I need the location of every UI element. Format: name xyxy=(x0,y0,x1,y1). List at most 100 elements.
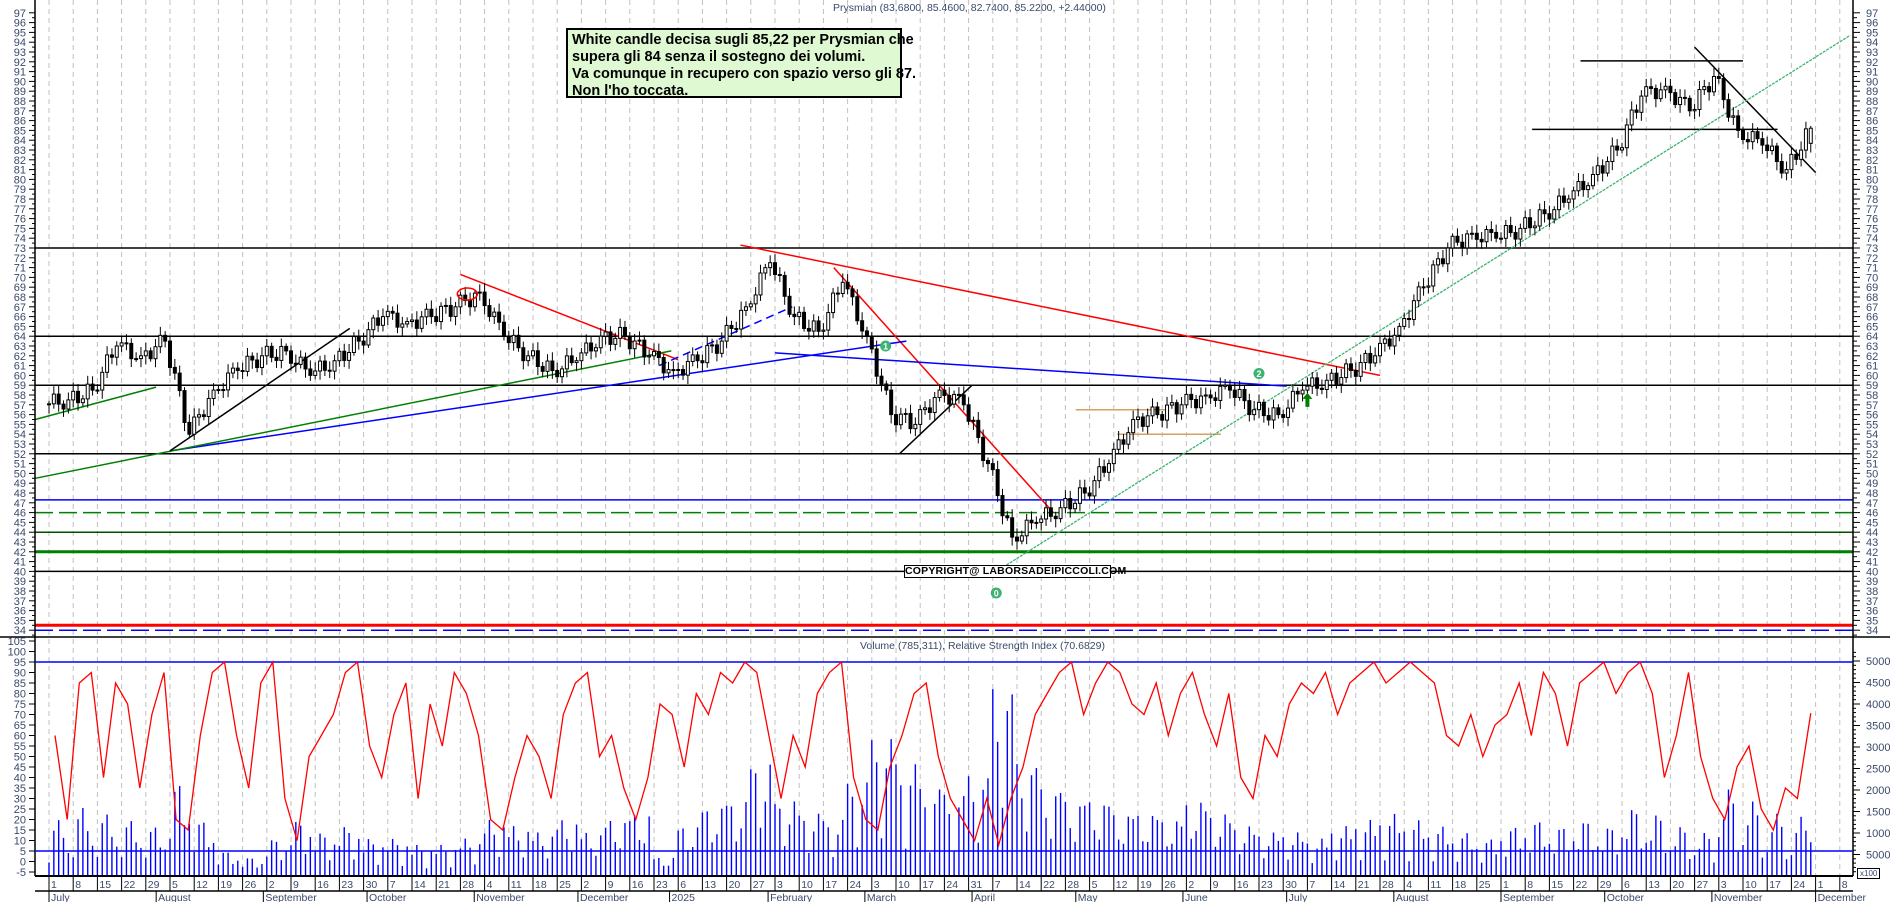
candle-body xyxy=(913,423,918,430)
price-tick-label: 54 xyxy=(1866,429,1878,441)
rsi-tick-label: 45 xyxy=(14,762,26,774)
date-tick-label: 15 xyxy=(1551,879,1563,891)
candle-body xyxy=(603,331,608,337)
candle-body xyxy=(821,329,826,332)
date-tick-label: 30 xyxy=(1285,879,1297,891)
candle-body xyxy=(1378,342,1382,357)
candle-body xyxy=(47,403,51,406)
candle-body xyxy=(380,316,385,326)
month-label: May xyxy=(1078,892,1099,902)
candle xyxy=(119,335,124,352)
candle xyxy=(676,362,681,379)
month-label: 2025 xyxy=(672,892,696,902)
candle-body xyxy=(1087,492,1092,497)
candle xyxy=(603,323,608,345)
candle xyxy=(293,354,298,373)
candle xyxy=(80,395,85,407)
candle xyxy=(1571,186,1576,208)
month-label: April xyxy=(974,892,995,902)
candle-body xyxy=(1092,480,1097,497)
volume-tick-label: 45000 xyxy=(1866,678,1890,690)
candle xyxy=(695,351,700,369)
date-tick-label: 20 xyxy=(1672,879,1684,891)
candle xyxy=(685,352,690,384)
price-tick-label: 53 xyxy=(1866,439,1878,451)
date-tick-label: 16 xyxy=(317,879,329,891)
candle xyxy=(1595,156,1600,182)
candle xyxy=(1721,73,1726,109)
candle-body xyxy=(1532,225,1537,229)
candle xyxy=(1136,408,1140,429)
candle-body xyxy=(777,273,782,276)
price-tick-label: 57 xyxy=(1866,400,1878,412)
rsi-tick-label: 80 xyxy=(14,689,26,701)
date-tick-label: 3 xyxy=(874,879,880,891)
candle xyxy=(284,343,289,356)
candle xyxy=(269,342,274,363)
price-tick-label: 45 xyxy=(1866,517,1878,529)
candle-body xyxy=(1102,466,1107,473)
rsi-tick-label: 75 xyxy=(14,699,26,711)
annotation-line: Va comunque in recupero con spazio verso… xyxy=(572,66,917,82)
candle-body xyxy=(468,300,473,308)
price-tick-label: 42 xyxy=(1866,547,1878,559)
candle-body xyxy=(1460,241,1465,249)
candle xyxy=(1789,147,1794,179)
candle-body xyxy=(1184,393,1189,406)
candle-body xyxy=(1421,286,1426,289)
candle-body xyxy=(1552,209,1557,220)
candle xyxy=(1711,67,1716,97)
price-tick-label: 55 xyxy=(1866,419,1878,431)
candle xyxy=(1102,459,1107,478)
candle xyxy=(1252,400,1257,421)
candle-body xyxy=(676,369,681,372)
candle xyxy=(114,341,119,366)
price-tick-label: 88 xyxy=(1866,96,1878,108)
candle-body xyxy=(869,335,874,350)
price-tick-label: 97 xyxy=(14,8,26,20)
candle-body xyxy=(259,355,264,369)
candle-body xyxy=(201,414,206,418)
candle xyxy=(148,347,153,362)
candle-body xyxy=(1402,318,1407,327)
candle xyxy=(1479,232,1484,249)
date-tick-label: 23 xyxy=(341,879,353,891)
candle-body xyxy=(419,316,424,329)
candle-body xyxy=(1324,379,1329,391)
candle-body xyxy=(681,369,686,376)
candle-body xyxy=(743,306,748,311)
candle-body xyxy=(550,360,555,372)
candle xyxy=(826,303,831,337)
candle-body xyxy=(163,334,168,342)
trendline xyxy=(898,384,973,455)
price-tick-label: 73 xyxy=(14,243,26,255)
price-tick-label: 73 xyxy=(1866,243,1878,255)
candle-body xyxy=(1513,232,1518,240)
candle-body xyxy=(569,355,574,364)
rsi-tick-label: 5 xyxy=(20,846,26,858)
candle xyxy=(1237,380,1242,401)
price-tick-label: 92 xyxy=(1866,57,1878,69)
candle-body xyxy=(1673,92,1678,106)
candle-body xyxy=(1082,487,1087,494)
candle xyxy=(584,334,589,356)
candle xyxy=(400,316,405,336)
candle xyxy=(1518,223,1523,247)
volume-tick-label: 25000 xyxy=(1866,764,1890,776)
date-tick-label: 7 xyxy=(390,879,396,891)
candle xyxy=(85,375,90,408)
candle-body xyxy=(1300,389,1305,395)
price-tick-label: 84 xyxy=(1866,135,1878,147)
candle xyxy=(1702,79,1707,95)
candle xyxy=(129,338,134,368)
date-tick-label: 22 xyxy=(124,879,136,891)
candle xyxy=(1576,173,1581,197)
price-tick-label: 81 xyxy=(14,165,26,177)
candle-body xyxy=(903,412,908,415)
candle-body xyxy=(1368,352,1373,364)
month-label: December xyxy=(580,892,629,902)
candle xyxy=(753,287,758,313)
candle-body xyxy=(1281,414,1286,418)
candle-body xyxy=(990,463,995,471)
candle-body xyxy=(1407,318,1412,321)
